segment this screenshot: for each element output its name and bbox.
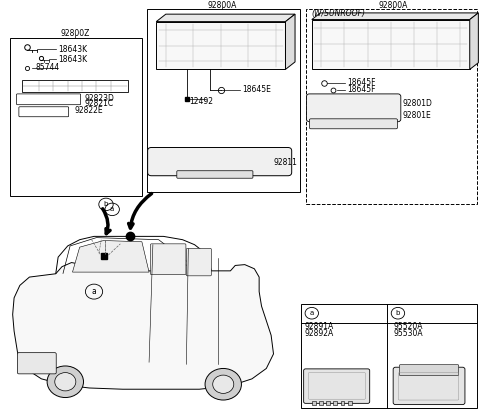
Polygon shape: [312, 13, 479, 20]
Text: 18643K: 18643K: [58, 44, 87, 54]
FancyBboxPatch shape: [17, 353, 56, 374]
FancyArrowPatch shape: [129, 194, 152, 228]
Polygon shape: [286, 14, 295, 70]
FancyArrowPatch shape: [103, 209, 110, 234]
Text: 92801D: 92801D: [403, 99, 432, 108]
Text: (W/SUNROOF): (W/SUNROOF): [312, 9, 366, 18]
Circle shape: [213, 375, 234, 393]
FancyBboxPatch shape: [310, 119, 397, 129]
Text: a: a: [92, 287, 96, 296]
Bar: [319, 401, 323, 405]
Text: 92821C: 92821C: [84, 99, 114, 109]
Text: 92800Z: 92800Z: [60, 29, 90, 38]
Bar: [147, 9, 300, 192]
Circle shape: [205, 368, 241, 400]
Bar: [326, 401, 330, 405]
Text: b: b: [104, 202, 108, 207]
Bar: [340, 401, 344, 405]
Text: 18645F: 18645F: [348, 78, 376, 87]
Text: 92891A: 92891A: [305, 323, 334, 331]
Circle shape: [55, 372, 76, 391]
Circle shape: [47, 366, 84, 398]
Text: 95530A: 95530A: [393, 328, 423, 338]
FancyBboxPatch shape: [151, 244, 186, 274]
Text: b: b: [396, 310, 400, 316]
Bar: [306, 9, 477, 204]
Bar: [348, 401, 351, 405]
Bar: [312, 20, 470, 70]
Bar: [312, 401, 316, 405]
Text: 85744: 85744: [35, 63, 60, 72]
Text: 92800A: 92800A: [208, 1, 237, 10]
Bar: [301, 304, 477, 408]
Text: 18645F: 18645F: [348, 85, 376, 94]
Text: 92892A: 92892A: [305, 328, 334, 338]
FancyBboxPatch shape: [148, 147, 292, 176]
Text: 18643K: 18643K: [58, 54, 87, 64]
Text: 92801E: 92801E: [403, 111, 432, 119]
FancyBboxPatch shape: [307, 94, 401, 122]
Polygon shape: [72, 241, 149, 272]
FancyBboxPatch shape: [304, 369, 370, 403]
Text: 18645E: 18645E: [242, 85, 271, 94]
Bar: [10, 38, 142, 196]
Text: 92822E: 92822E: [75, 106, 104, 115]
Polygon shape: [470, 13, 479, 70]
FancyBboxPatch shape: [186, 248, 211, 276]
FancyBboxPatch shape: [393, 367, 465, 405]
Text: 92800A: 92800A: [378, 1, 408, 10]
Polygon shape: [156, 14, 295, 22]
Polygon shape: [12, 263, 274, 389]
Text: a: a: [110, 207, 114, 212]
Text: 92823D: 92823D: [84, 94, 114, 103]
FancyBboxPatch shape: [177, 171, 253, 178]
Text: 12492: 12492: [189, 97, 213, 106]
Bar: [333, 401, 337, 405]
FancyBboxPatch shape: [399, 365, 459, 375]
Text: 95520A: 95520A: [393, 323, 423, 331]
Text: a: a: [310, 310, 314, 316]
Text: 92811: 92811: [274, 158, 298, 167]
Bar: [156, 22, 286, 70]
